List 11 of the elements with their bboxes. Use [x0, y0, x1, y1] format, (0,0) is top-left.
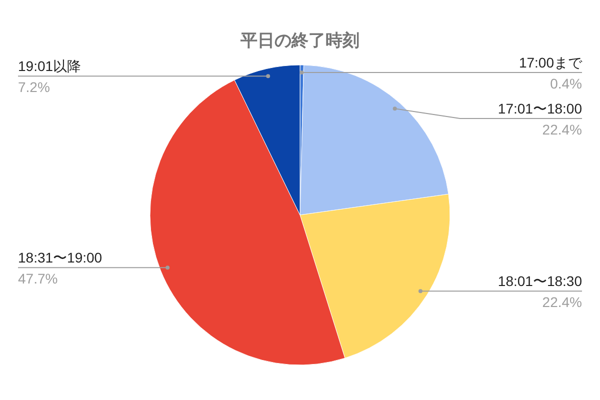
slice-label: 18:01〜18:30 [498, 273, 582, 290]
slice-label: 17:00まで [518, 54, 583, 71]
data-label: 22.4% [542, 294, 582, 310]
chart-title: 平日の終了時刻 [240, 31, 360, 50]
slice-label: 19:01以降 [18, 58, 82, 74]
data-label: 22.4% [542, 122, 582, 138]
data-label: 7.2% [18, 79, 50, 96]
data-label: 0.4% [550, 76, 582, 92]
slice-label: 17:01〜18:00 [498, 100, 582, 117]
slice-label: 18:31〜19:00 [18, 250, 102, 266]
data-label: 47.7% [18, 270, 58, 287]
